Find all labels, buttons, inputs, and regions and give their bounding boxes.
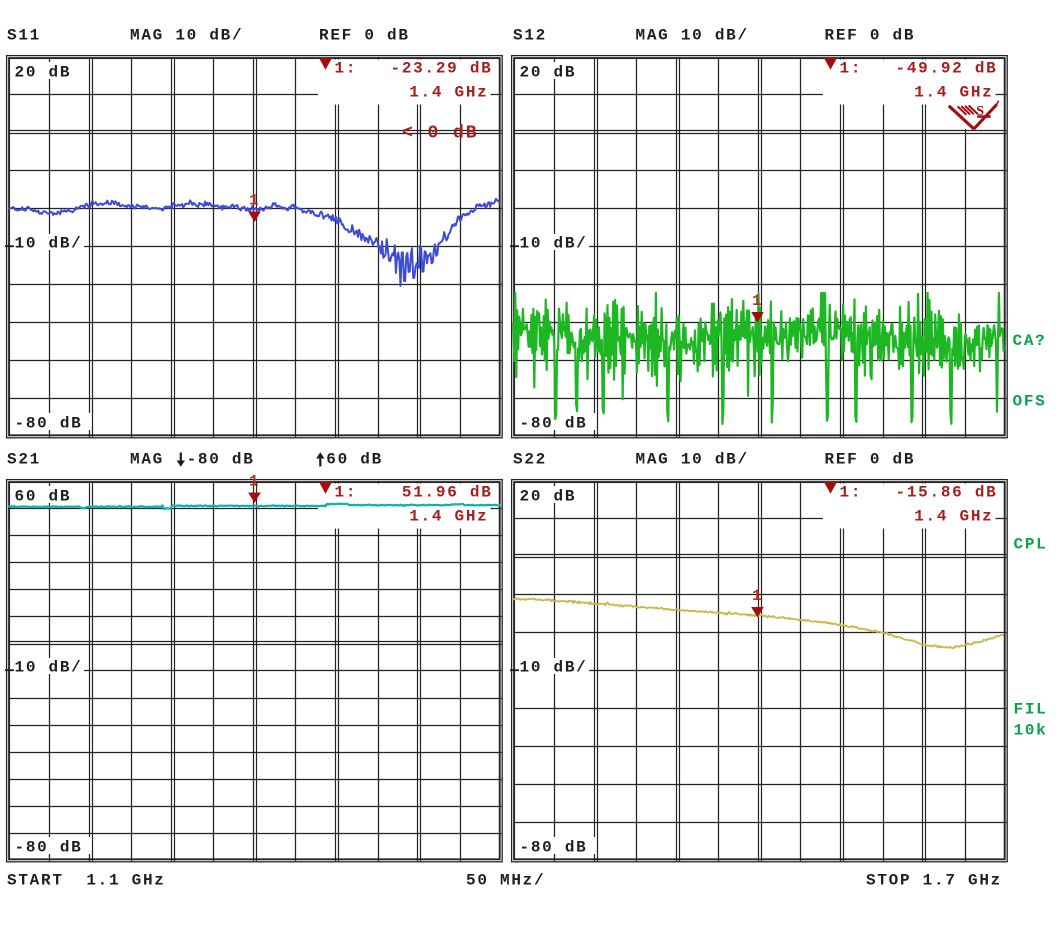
svg-text:1.4 GHz: 1.4 GHz bbox=[914, 507, 993, 525]
svg-text:51.96 dB: 51.96 dB bbox=[402, 484, 493, 502]
svg-text:REF 0 dB: REF 0 dB bbox=[825, 451, 916, 469]
svg-text:50 MHz/: 50 MHz/ bbox=[466, 872, 545, 890]
svg-text:1: 1 bbox=[752, 587, 763, 605]
svg-text:CPL: CPL bbox=[1014, 536, 1048, 554]
svg-text:1:: 1: bbox=[840, 60, 863, 78]
svg-text:< 0 dB: < 0 dB bbox=[402, 124, 479, 144]
svg-text:-80 dB: -80 dB bbox=[15, 839, 83, 857]
svg-text:1.4 GHz: 1.4 GHz bbox=[409, 83, 488, 101]
svg-text:-49.92 dB: -49.92 dB bbox=[896, 60, 998, 78]
svg-text:FIL: FIL bbox=[1014, 701, 1048, 719]
svg-text:S22: S22 bbox=[513, 451, 547, 469]
svg-text:-80 dB: -80 dB bbox=[520, 839, 588, 857]
svg-text:REF 0 dB: REF 0 dB bbox=[319, 27, 410, 45]
svg-text:1: 1 bbox=[249, 192, 260, 210]
svg-text:10k: 10k bbox=[1014, 722, 1048, 740]
svg-text:MAG: MAG bbox=[130, 451, 164, 469]
svg-text:CA?: CA? bbox=[1013, 332, 1047, 350]
svg-text:1: 1 bbox=[249, 473, 260, 491]
svg-text:S11: S11 bbox=[7, 27, 41, 45]
svg-text:STOP 1.7 GHz: STOP 1.7 GHz bbox=[866, 872, 1002, 890]
svg-text:60 dB: 60 dB bbox=[15, 488, 72, 506]
svg-text:20 dB: 20 dB bbox=[15, 64, 72, 82]
svg-text:MAG 10 dB/: MAG 10 dB/ bbox=[636, 451, 749, 469]
svg-text:S21: S21 bbox=[7, 451, 41, 469]
svg-text:10 dB/: 10 dB/ bbox=[520, 234, 588, 252]
svg-text:10 dB/: 10 dB/ bbox=[520, 658, 588, 676]
svg-text:MAG 10 dB/: MAG 10 dB/ bbox=[130, 27, 243, 45]
svg-text:60 dB: 60 dB bbox=[326, 451, 383, 469]
svg-text:20 dB: 20 dB bbox=[520, 488, 577, 506]
svg-text:-80 dB: -80 dB bbox=[520, 415, 588, 433]
svg-text:10 dB/: 10 dB/ bbox=[15, 234, 83, 252]
svg-text:1.4 GHz: 1.4 GHz bbox=[409, 507, 488, 525]
svg-text:S12: S12 bbox=[513, 27, 547, 45]
svg-text:-23.29 dB: -23.29 dB bbox=[391, 60, 493, 78]
svg-text:REF 0 dB: REF 0 dB bbox=[825, 27, 916, 45]
svg-text:-15.86 dB: -15.86 dB bbox=[896, 484, 998, 502]
svg-text:10 dB/: 10 dB/ bbox=[15, 658, 83, 676]
svg-text:START 1.1 GHz: START 1.1 GHz bbox=[7, 872, 166, 890]
svg-text:S: S bbox=[976, 104, 984, 119]
svg-text:1.4 GHz: 1.4 GHz bbox=[914, 83, 993, 101]
svg-text:1:: 1: bbox=[335, 60, 358, 78]
svg-text:20 dB: 20 dB bbox=[520, 64, 577, 82]
svg-text:OFS: OFS bbox=[1013, 393, 1047, 411]
svg-text:-80 dB: -80 dB bbox=[15, 415, 83, 433]
svg-text:MAG 10 dB/: MAG 10 dB/ bbox=[636, 27, 749, 45]
svg-text:1:: 1: bbox=[335, 484, 358, 502]
svg-text:-80 dB: -80 dB bbox=[187, 451, 255, 469]
svg-text:1: 1 bbox=[752, 292, 763, 310]
svg-text:1:: 1: bbox=[840, 484, 863, 502]
